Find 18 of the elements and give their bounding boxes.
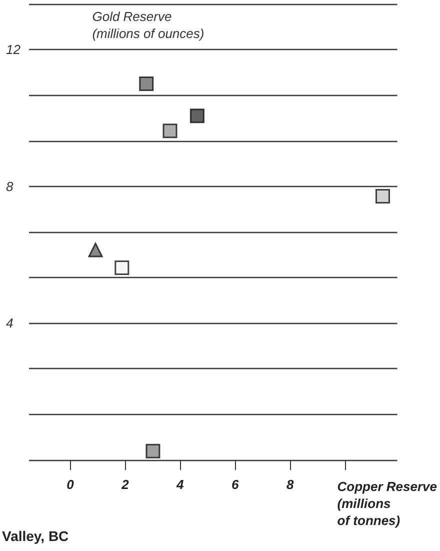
x-tick-label: 0	[66, 477, 75, 492]
point	[114, 260, 130, 275]
point	[190, 108, 204, 124]
y-axis-title: Gold Reserve (millions of ounces)	[92, 9, 204, 41]
point	[88, 242, 103, 258]
x-axis-title: Copper Reserve (millions of tonnes)	[337, 479, 438, 528]
x-tick-label: 6	[232, 477, 240, 492]
point	[139, 76, 154, 91]
y-tick-label: 4	[6, 316, 14, 331]
text: Valley, BC	[2, 528, 69, 544]
point	[375, 189, 390, 204]
x-tick-label: 8	[286, 477, 294, 492]
point	[162, 124, 178, 138]
x-tick-label: 4	[176, 477, 185, 492]
x-tick-label: 2	[120, 477, 130, 492]
point	[146, 444, 160, 458]
y-tick-label: 12	[6, 42, 22, 57]
y-tick-label: 8	[6, 178, 14, 194]
